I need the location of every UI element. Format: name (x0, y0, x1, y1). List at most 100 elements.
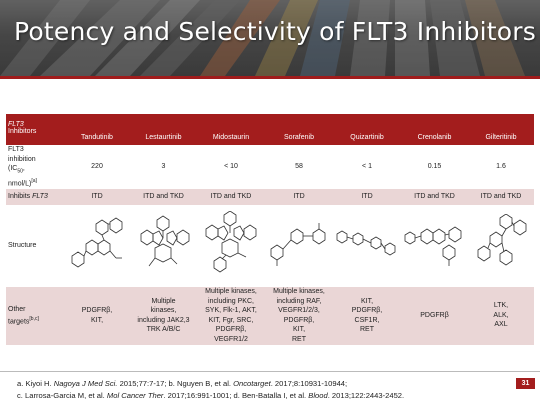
structure-cell (468, 204, 534, 287)
table-cell: Multiple kinases, including JAK2,3 TRK A… (130, 286, 197, 345)
column-header: Gilteritinib (468, 114, 534, 145)
cell-line: Multiple kinases, (205, 288, 257, 296)
cell-line: including JAK2,3 (137, 316, 190, 324)
column-header: Crenolanib (401, 114, 468, 145)
header-label-cell: FLT3 Inhibitors (6, 114, 64, 145)
quizartinib-structure-image (336, 230, 396, 256)
page-title: Potency and Selectivity of FLT3 Inhibito… (14, 17, 536, 46)
table-cell: < 10 (197, 145, 265, 189)
cell-line: PDGFRβ, (81, 307, 113, 315)
row-label-text: targets (8, 317, 30, 325)
table-row-structure: Structure (6, 204, 534, 287)
ref-text: . 2017;8:10931-10944; (270, 379, 348, 388)
table-row-other-targets: Other targets[b,c] PDGFRβ, KIT, Multiple… (6, 286, 534, 345)
ref-text: . 2013;122:2443-2452. (327, 390, 405, 400)
cell-line: SYK, Flk-1, AKT, (205, 307, 257, 315)
cell-line: ALK, (493, 311, 509, 319)
table-cell: ITD (333, 188, 401, 205)
lestaurtinib-structure-image (140, 215, 189, 267)
cell-line: including PKC, (208, 297, 254, 305)
cell-line: including RAF, (276, 297, 322, 305)
row-label-superscript: [a] (31, 177, 37, 184)
structure-cell (197, 204, 265, 287)
references: a. Kiyoi H. Nagoya J Med Sci. 2015;77:7-… (17, 378, 404, 401)
table-cell: PDGFRβ (401, 286, 468, 345)
cell-line: VEGFR1/2/3, (278, 307, 320, 315)
table-cell: LTK, ALK, AXL (468, 286, 534, 345)
ref-text: 2015;77:7-17; b. Nguyen B, et al. (117, 379, 234, 388)
row-label-text: nmol/L) (8, 180, 32, 188)
column-header: Lestaurtinib (130, 114, 197, 145)
cell-line: PDGFRβ (420, 311, 449, 319)
row-label-superscript: [b,c] (29, 315, 39, 322)
row-label-ic50: FLT3 inhibition (IC50, nmol/L)[a] (6, 145, 64, 189)
structure-cell (64, 204, 130, 287)
cell-line: KIT, Fgr, SRC, (208, 316, 254, 324)
crenolanib-structure-image (404, 226, 462, 266)
row-label-structure: Structure (6, 204, 64, 287)
ref-text: . 2017;16:991-1001; d. Ben-Batalla I, et… (163, 390, 309, 400)
inhibitors-comparison-table: FLT3 Inhibitors Tandutinib Lestaurtinib … (6, 114, 534, 345)
row-label-other-targets: Other targets[b,c] (6, 286, 64, 345)
table-cell: PDGFRβ, KIT, (64, 286, 130, 345)
cell-line: KIT, (292, 326, 306, 334)
table-header-row: FLT3 Inhibitors Tandutinib Lestaurtinib … (6, 114, 534, 145)
cell-line: Multiple (151, 297, 176, 305)
row-label-text: inhibition (8, 155, 36, 163)
structure-cell (265, 204, 333, 287)
table-cell: 220 (64, 145, 130, 189)
header-accent-line (0, 76, 540, 79)
column-header: Tandutinib (64, 114, 130, 145)
cell-line: kinases, (150, 307, 177, 315)
gilteritinib-structure-image (477, 213, 527, 266)
table-cell: KIT, PDGFRβ, CSF1R, RET (333, 286, 401, 345)
table-cell: 0.15 (401, 145, 468, 189)
ref-text: a. Kiyoi H. (17, 379, 54, 388)
structure-cell (333, 204, 401, 287)
column-header: Sorafenib (265, 114, 333, 145)
table-cell: 3 (130, 145, 197, 189)
header-label-line1: FLT3 (8, 120, 24, 128)
row-label-text: (IC (8, 165, 18, 172)
table-cell: 58 (265, 145, 333, 189)
cell-line: PDGFRβ, (351, 307, 383, 315)
row-label-text: FLT3 (8, 146, 24, 153)
reference-line-1: a. Kiyoi H. Nagoya J Med Sci. 2015;77:7-… (17, 378, 404, 390)
tandutinib-structure-image (71, 217, 123, 268)
cell-line: RET (360, 326, 374, 334)
cell-line: KIT, (90, 316, 104, 324)
table-row-inhibits: Inhibits FLT3 ITD ITD and TKD ITD and TK… (6, 188, 534, 205)
sorafenib-structure-image (270, 222, 326, 266)
row-label-text: , (22, 165, 25, 172)
pencils-background-image (0, 0, 540, 76)
cell-line: RET (292, 335, 306, 343)
cell-line: LTK, (493, 302, 509, 310)
table-row-ic50: FLT3 inhibition (IC50, nmol/L)[a] 220 3 … (6, 145, 534, 189)
table-cell: ITD and TKD (130, 188, 197, 205)
row-label-inhibits: Inhibits FLT3 (6, 188, 64, 205)
ref-journal: Oncotarget (233, 379, 271, 388)
reference-line-2: c. Larrosa-Garcia M, et al. Mol Cancer T… (17, 390, 404, 402)
page-number: 31 (516, 378, 535, 389)
structure-cell (401, 204, 468, 287)
ref-journal: Nagoya J Med Sci. (53, 379, 118, 388)
cell-line: TRK A/B/C (146, 326, 181, 334)
slide-header: Potency and Selectivity of FLT3 Inhibito… (0, 0, 540, 76)
table-cell: ITD (64, 188, 130, 205)
cell-line: VEGFR1/2 (214, 335, 248, 343)
table-cell: < 1 (333, 145, 401, 189)
table-cell: Multiple kinases, including RAF, VEGFR1/… (265, 286, 333, 345)
column-header: Midostaurin (197, 114, 265, 145)
row-label-subscript: 50 (17, 168, 23, 175)
cell-line: Multiple kinases, (273, 288, 325, 296)
table-cell: 1.6 (468, 145, 534, 189)
column-header: Quizartinib (333, 114, 401, 145)
table-cell: Multiple kinases, including PKC, SYK, Fl… (197, 286, 265, 345)
ref-journal: Blood (308, 390, 328, 400)
row-label-text: Inhibits (8, 192, 33, 200)
ref-text: c. Larrosa-Garcia M, et al. (17, 390, 107, 400)
header-label-line2: Inhibitors (8, 127, 37, 135)
midostaurin-structure-image (205, 210, 257, 273)
table-cell: ITD and TKD (197, 188, 265, 205)
table-cell: ITD and TKD (401, 188, 468, 205)
